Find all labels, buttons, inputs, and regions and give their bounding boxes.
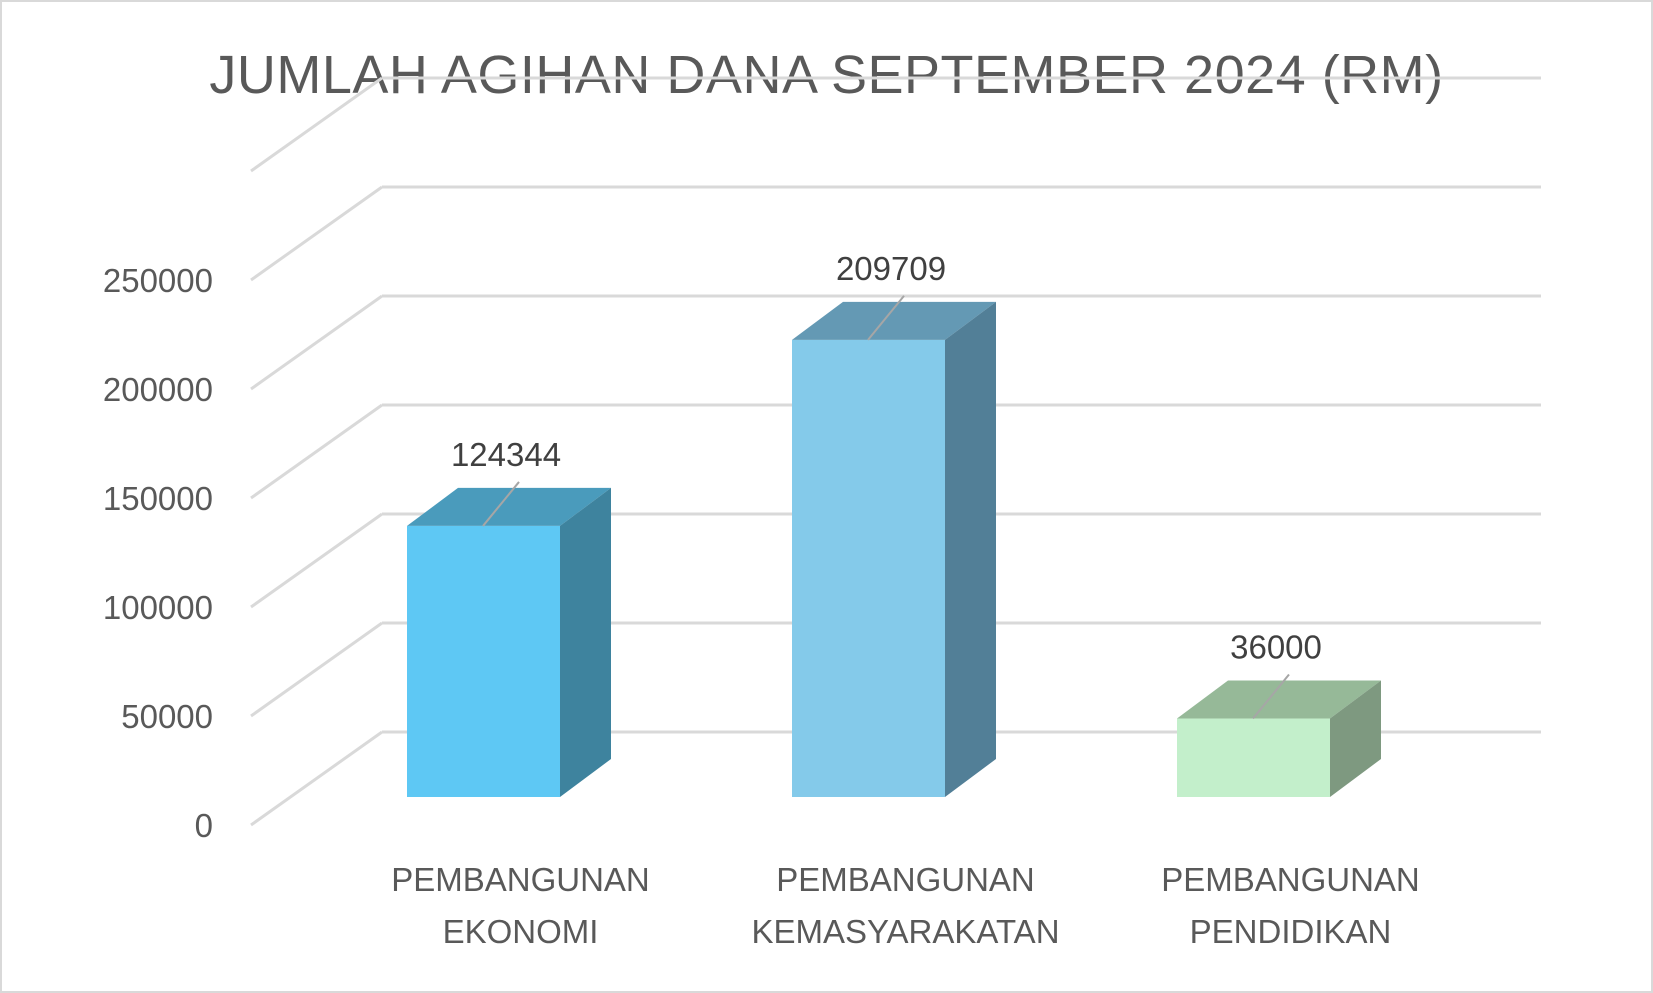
gridline-diagonal <box>250 621 383 718</box>
bar-front <box>407 525 560 797</box>
y-tick-label: 50000 <box>121 698 213 735</box>
bar-top <box>792 301 996 340</box>
bar <box>1177 680 1381 797</box>
x-category-label: EKONOMI <box>443 913 599 950</box>
gridline-diagonal <box>250 294 383 391</box>
gridline-diagonal <box>250 512 383 609</box>
y-tick-label: 100000 <box>103 589 213 626</box>
bar-front <box>1177 718 1330 797</box>
gridline-diagonal <box>250 76 383 173</box>
leader-line <box>867 295 905 341</box>
data-labels: 124344 209709 36000 <box>451 250 1322 720</box>
bars <box>407 301 1381 797</box>
gridline-diagonal <box>250 403 383 500</box>
x-axis-categories: PEMBANGUNAN EKONOMI PEMBANGUNAN KEMASYARAKA… <box>391 861 1420 950</box>
data-label: 209709 <box>836 250 946 287</box>
y-tick-label: 250000 <box>103 262 213 299</box>
leader-line <box>1252 673 1290 720</box>
y-tick-label: 150000 <box>103 480 213 517</box>
leader-line <box>482 481 520 527</box>
bar-front <box>792 339 945 797</box>
bar-side <box>945 301 996 797</box>
bar-top <box>1177 680 1381 719</box>
x-category-label: PENDIDIKAN <box>1190 913 1392 950</box>
x-category-label: PEMBANGUNAN <box>1161 861 1420 898</box>
x-category-label: KEMASYARAKATAN <box>751 913 1059 950</box>
chart-title: JUMLAH AGIHAN DANA SEPTEMBER 2024 (RM) <box>209 45 1444 105</box>
gridline-diagonal <box>250 185 383 282</box>
x-category-label: PEMBANGUNAN <box>776 861 1035 898</box>
y-axis-ticks: 0 50000 100000 150000 200000 250000 <box>103 262 213 844</box>
bar-top <box>407 487 611 526</box>
bar <box>407 487 611 797</box>
x-category-label: PEMBANGUNAN <box>391 861 650 898</box>
bar-side <box>560 487 611 797</box>
bar-side <box>1330 680 1381 797</box>
y-tick-label: 200000 <box>103 371 213 408</box>
y-tick-label: 0 <box>195 807 213 844</box>
data-label: 124344 <box>451 436 561 473</box>
bar <box>792 301 996 797</box>
gridline-diagonal <box>250 730 383 827</box>
data-label: 36000 <box>1230 629 1322 666</box>
